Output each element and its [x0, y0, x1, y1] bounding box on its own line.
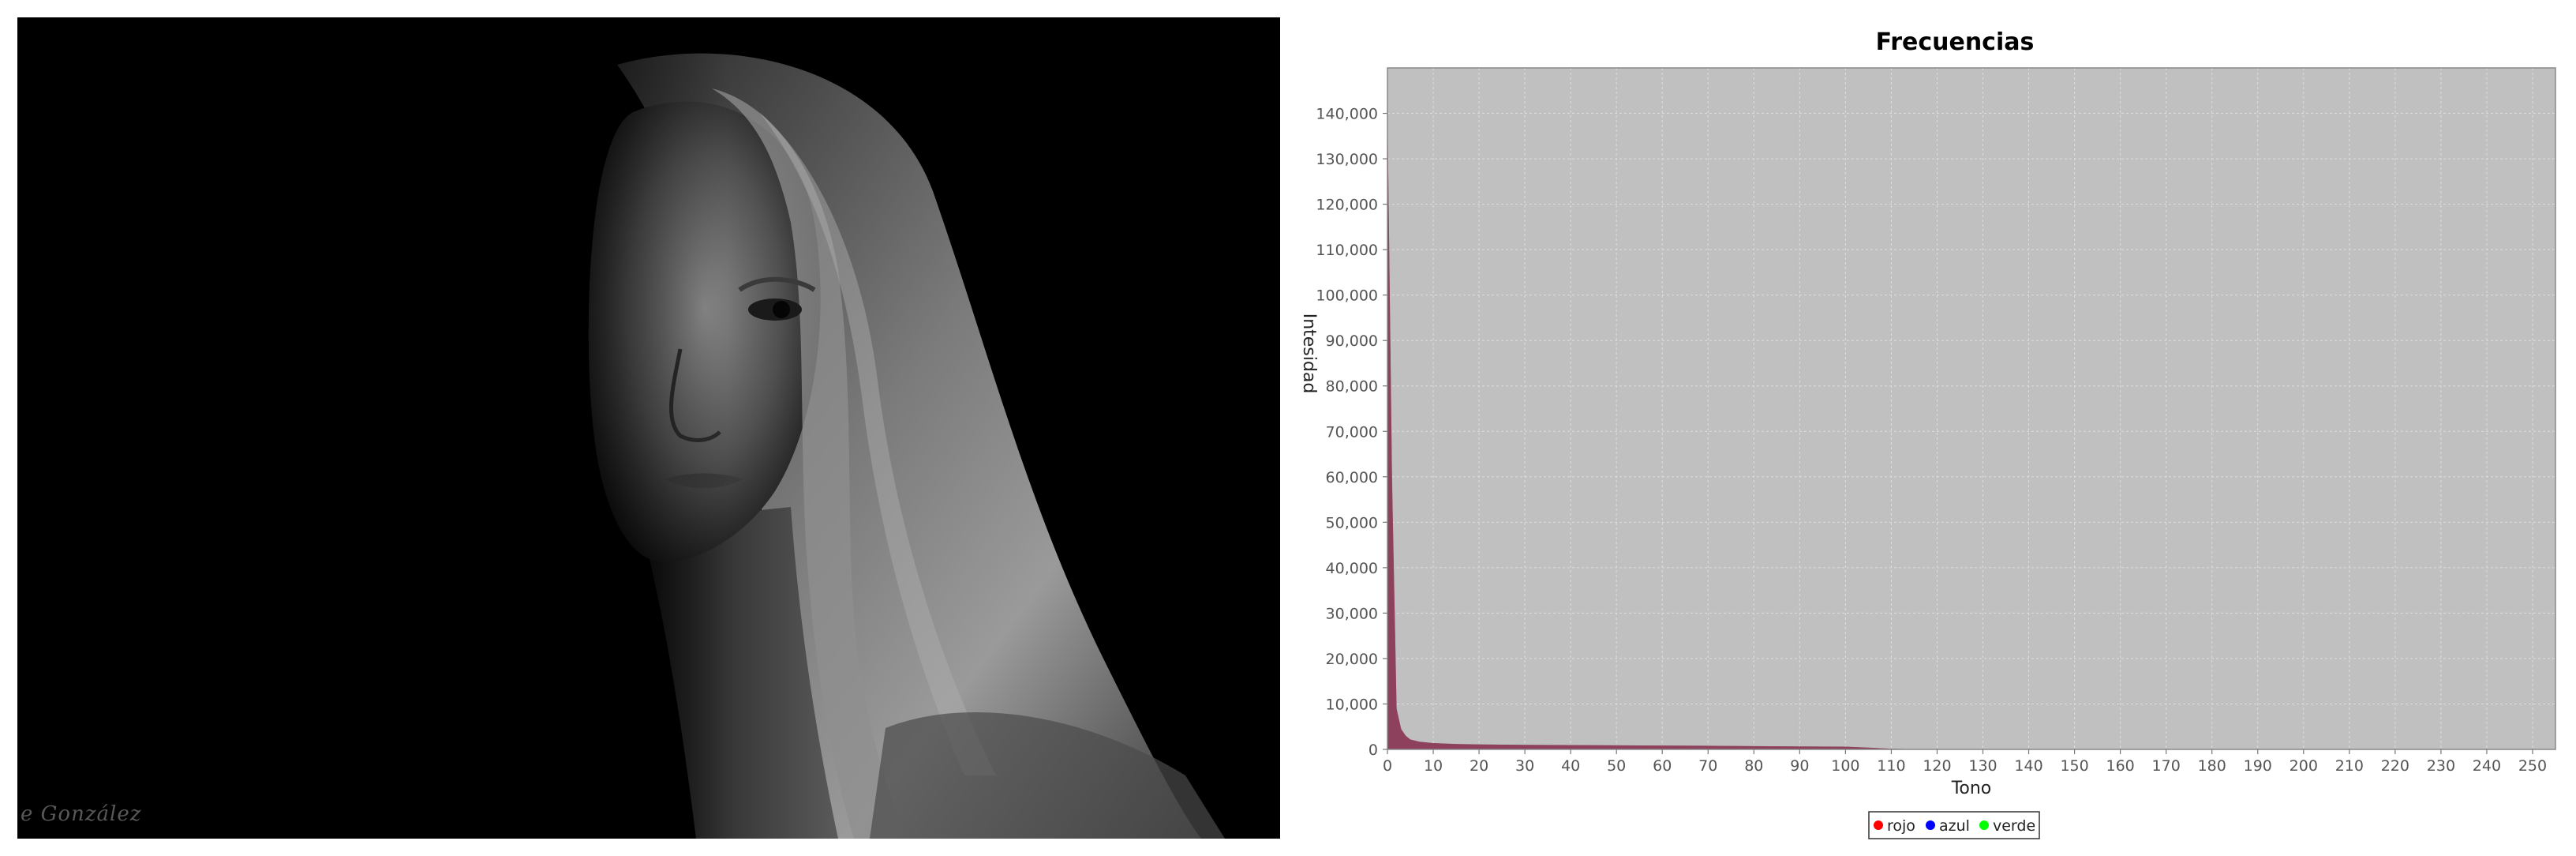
portrait-photo — [17, 17, 1280, 839]
x-tick-label: 200 — [2290, 757, 2318, 775]
y-tick-label: 60,000 — [1326, 469, 1378, 486]
y-tick-label: 10,000 — [1326, 696, 1378, 713]
y-tick-label: 90,000 — [1326, 332, 1378, 350]
x-tick-label: 220 — [2381, 757, 2409, 775]
x-tick-label: 130 — [1968, 757, 1997, 775]
y-tick-label: 110,000 — [1316, 242, 1378, 259]
y-tick-label: 40,000 — [1326, 560, 1378, 577]
x-tick-label: 240 — [2473, 757, 2501, 775]
legend-label-verde: verde — [1993, 817, 2035, 835]
x-tick-label: 60 — [1653, 757, 1672, 775]
x-tick-label: 70 — [1698, 757, 1717, 775]
x-tick-label: 110 — [1877, 757, 1905, 775]
x-tick-label: 140 — [2014, 757, 2042, 775]
x-tick-label: 30 — [1515, 757, 1534, 775]
x-axis-label: Tono — [1951, 779, 1992, 798]
x-tick-label: 80 — [1744, 757, 1763, 775]
legend-marker-azul — [1926, 820, 1935, 830]
photographer-watermark: e González — [21, 802, 142, 826]
x-tick-label: 0 — [1383, 757, 1392, 775]
y-tick-label: 100,000 — [1316, 287, 1378, 305]
x-tick-label: 50 — [1607, 757, 1626, 775]
y-axis-label: Intesidad — [1299, 313, 1319, 394]
image-preview: e González — [17, 17, 1280, 839]
y-tick-label: 140,000 — [1316, 106, 1378, 123]
x-tick-label: 120 — [1923, 757, 1951, 775]
y-tick-label: 20,000 — [1326, 651, 1378, 668]
x-tick-label: 230 — [2427, 757, 2455, 775]
y-axis: 0 10,000 20,000 30,000 40,000 50,000 60,000 70,… — [1316, 106, 1387, 759]
y-tick-label: 80,000 — [1326, 378, 1378, 396]
y-tick-label: 50,000 — [1326, 514, 1378, 531]
legend: rojo azul verde — [1868, 811, 2040, 839]
x-tick-label: 190 — [2244, 757, 2272, 775]
x-tick-label: 100 — [1831, 757, 1859, 775]
plot-area — [1387, 68, 2555, 749]
y-tick-label: 130,000 — [1316, 151, 1378, 168]
plot-border — [1387, 67, 2556, 750]
y-tick-label: 120,000 — [1316, 197, 1378, 214]
histogram-chart: Frecuencias 0 10 20 30 40 50 60 70 80 90 100 110 120… — [1299, 28, 2556, 839]
x-tick-label: 250 — [2518, 757, 2547, 775]
y-tick-label: 0 — [1368, 741, 1378, 759]
x-tick-label: 90 — [1790, 757, 1809, 775]
x-tick-label: 40 — [1561, 757, 1580, 775]
x-tick-label: 180 — [2198, 757, 2226, 775]
x-tick-label: 20 — [1470, 757, 1488, 775]
chart-title: Frecuencias — [1876, 28, 2035, 56]
x-tick-label: 150 — [2060, 757, 2088, 775]
legend-label-rojo: rojo — [1887, 817, 1915, 835]
y-tick-label: 70,000 — [1326, 423, 1378, 441]
x-tick-label: 160 — [2106, 757, 2134, 775]
legend-box — [1868, 811, 2040, 839]
x-tick-label: 170 — [2152, 757, 2181, 775]
legend-marker-verde — [1979, 820, 1989, 830]
legend-marker-rojo — [1874, 820, 1883, 830]
legend-label-azul: azul — [1939, 817, 1970, 835]
x-tick-label: 10 — [1424, 757, 1443, 775]
histogram-chart-panel: Frecuencias 0 10 20 30 40 50 60 70 80 90 100 110 120… — [1294, 0, 2576, 856]
y-tick-label: 30,000 — [1326, 605, 1378, 622]
x-tick-label: 210 — [2335, 757, 2364, 775]
x-axis: 0 10 20 30 40 50 60 70 80 90 100 110 120 130 140 150 160… — [1383, 749, 2547, 775]
